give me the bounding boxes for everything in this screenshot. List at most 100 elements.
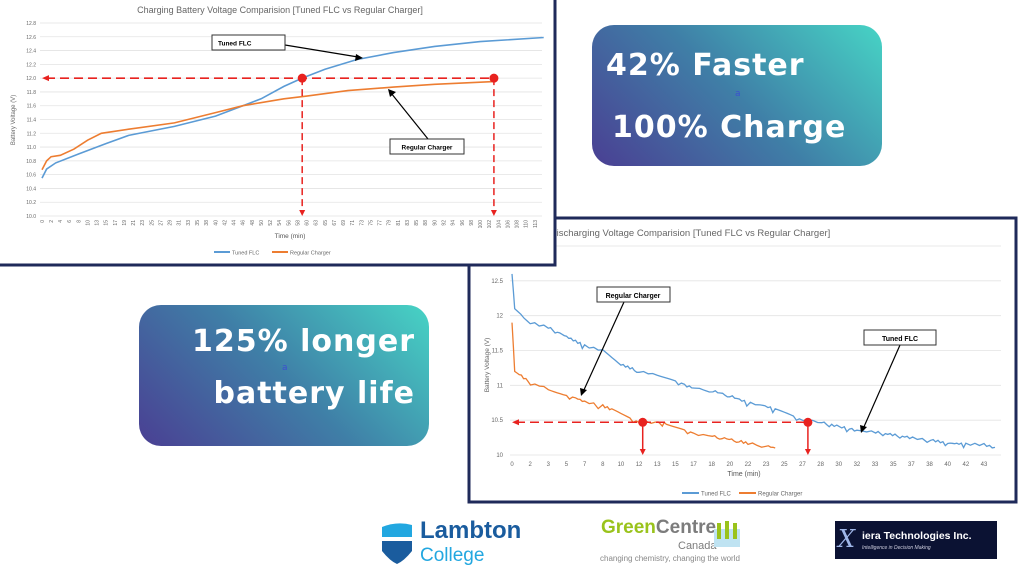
chart-title: Charging Battery Voltage Comparision [Tu…	[137, 5, 423, 15]
x-tick-label: 6	[67, 220, 73, 223]
legend-label-regular: Regular Charger	[758, 492, 802, 498]
x-tick-label: 35	[890, 462, 897, 468]
series-line-regular-charger	[41, 80, 494, 171]
x-tick-label: 40	[213, 220, 219, 226]
x-tick-label: 98	[469, 220, 475, 226]
x-tick-label: 44	[232, 220, 238, 226]
x-tick-label: 17	[690, 462, 697, 468]
y-tick-label: 12.0	[26, 76, 36, 82]
legend: Tuned FLC Regular Charger	[682, 492, 802, 498]
x-axis-label: Time (min)	[727, 471, 760, 478]
legend: Tuned FLC Regular Charger	[214, 251, 331, 257]
x-tick-label: 50	[259, 220, 265, 226]
arrowhead-icon	[355, 54, 363, 61]
y-tick-label: 10.8	[26, 159, 36, 165]
xiera-tagline: Intelligence in Decision Making	[862, 545, 931, 551]
x-tick-label: 75	[368, 220, 374, 226]
annotation-arrow	[390, 92, 429, 140]
legend-label-tuned: Tuned FLC	[701, 492, 731, 498]
callout-line-2: 100% Charge	[612, 110, 847, 145]
x-tick-label: 42	[963, 462, 970, 468]
greencentre-bars-icon	[714, 521, 740, 547]
chart-title: Discharging Voltage Comparision [Tuned F…	[550, 228, 831, 239]
x-tick-label: 90	[432, 220, 438, 226]
x-tick-label: 46	[241, 220, 247, 226]
x-tick-label: 13	[95, 220, 101, 226]
callout-line-1: 125% longer	[192, 324, 415, 359]
x-tick-label: 13	[654, 462, 661, 468]
xiera-name: iera Technologies Inc.	[862, 530, 972, 542]
x-tick-label: 94	[451, 220, 457, 226]
y-tick-label: 12.6	[26, 35, 36, 41]
annotation-arrow	[582, 301, 625, 393]
arrowhead-down-icon	[490, 210, 497, 216]
x-tick-label: 108	[515, 220, 521, 229]
xiera-x-mark-icon: X	[838, 525, 856, 553]
x-tick-label: 69	[341, 220, 347, 226]
x-tick-label: 0	[40, 220, 46, 223]
annotation-arrow	[862, 344, 901, 430]
battery-life-callout: 125% longer a battery life	[139, 305, 429, 446]
x-tick-label: 2	[49, 220, 55, 223]
x-tick-label: 54	[277, 220, 283, 226]
y-tick-label: 11.4	[27, 118, 37, 124]
x-tick-label: 23	[140, 220, 146, 226]
annotation-box	[389, 138, 465, 155]
y-tick-label: 11.8	[27, 90, 37, 96]
arrowhead-left-icon	[512, 419, 519, 426]
arrowhead-down-icon	[639, 449, 646, 455]
x-tick-label: 25	[149, 220, 155, 226]
series-line-tuned-flc	[41, 36, 544, 179]
stray-text: a	[735, 89, 741, 99]
arrowhead-down-icon	[299, 210, 306, 216]
discharging-chart: Discharging Voltage Comparision [Tuned F…	[467, 216, 1018, 504]
x-tick-label: 22	[745, 462, 752, 468]
x-tick-label: 65	[323, 220, 329, 226]
x-tick-label: 79	[387, 220, 393, 226]
lambton-college-logo: Lambton College	[380, 518, 530, 568]
x-tick-label: 42	[222, 220, 228, 226]
x-tick-label: 20	[727, 462, 734, 468]
legend-label-tuned: Tuned FLC	[232, 251, 259, 257]
x-tick-label: 100	[478, 220, 484, 229]
x-tick-label: 56	[286, 220, 292, 226]
x-tick-label: 40	[944, 462, 951, 468]
x-tick-label: 104	[496, 220, 502, 229]
stray-text: a	[282, 363, 288, 373]
x-tick-label: 102	[487, 220, 493, 229]
x-tick-label: 29	[168, 220, 174, 226]
x-tick-label: 8	[76, 220, 82, 223]
x-tick-label: 85	[414, 220, 420, 226]
y-tick-label: 10.6	[26, 173, 36, 179]
series-line-tuned-flc	[511, 273, 996, 450]
y-tick-label: 10.2	[26, 200, 36, 206]
annotation-tuned: Tuned FLC	[860, 329, 937, 433]
x-tick-label: 8	[601, 462, 605, 468]
x-tick-label: 23	[763, 462, 770, 468]
y-tick-label: 12.8	[26, 21, 36, 27]
xiera-technologies-logo: X iera Technologies Inc. Intelligence in…	[835, 521, 997, 559]
x-tick-label: 17	[113, 220, 119, 226]
y-tick-label: 10.4	[26, 186, 36, 192]
x-tick-label: 32	[854, 462, 861, 468]
x-tick-label: 110	[524, 220, 530, 228]
annotation-regular: Regular Charger	[580, 286, 671, 396]
callout-line-2: battery life	[213, 376, 415, 411]
greencentre-centre: Centre	[655, 517, 717, 538]
x-tick-label: 27	[799, 462, 806, 468]
x-tick-label: 25	[781, 462, 788, 468]
x-tick-label: 81	[396, 220, 402, 226]
greencentre-canada: Canada	[678, 540, 717, 552]
annotation-box	[596, 286, 671, 303]
x-tick-label: 38	[204, 220, 210, 226]
y-tick-label: 12.5	[491, 279, 503, 285]
y-axis-label: Battery Voltage (V)	[11, 95, 17, 145]
annotation-tuned: Tuned FLC	[211, 34, 363, 61]
callout-line-1: 42% Faster	[606, 48, 805, 83]
annotation-text: Regular Charger	[402, 145, 453, 152]
annotation-box	[211, 34, 286, 51]
x-tick-label: 12	[636, 462, 643, 468]
annotation-text: Tuned FLC	[218, 41, 252, 48]
arrowhead-down-icon	[804, 449, 811, 455]
